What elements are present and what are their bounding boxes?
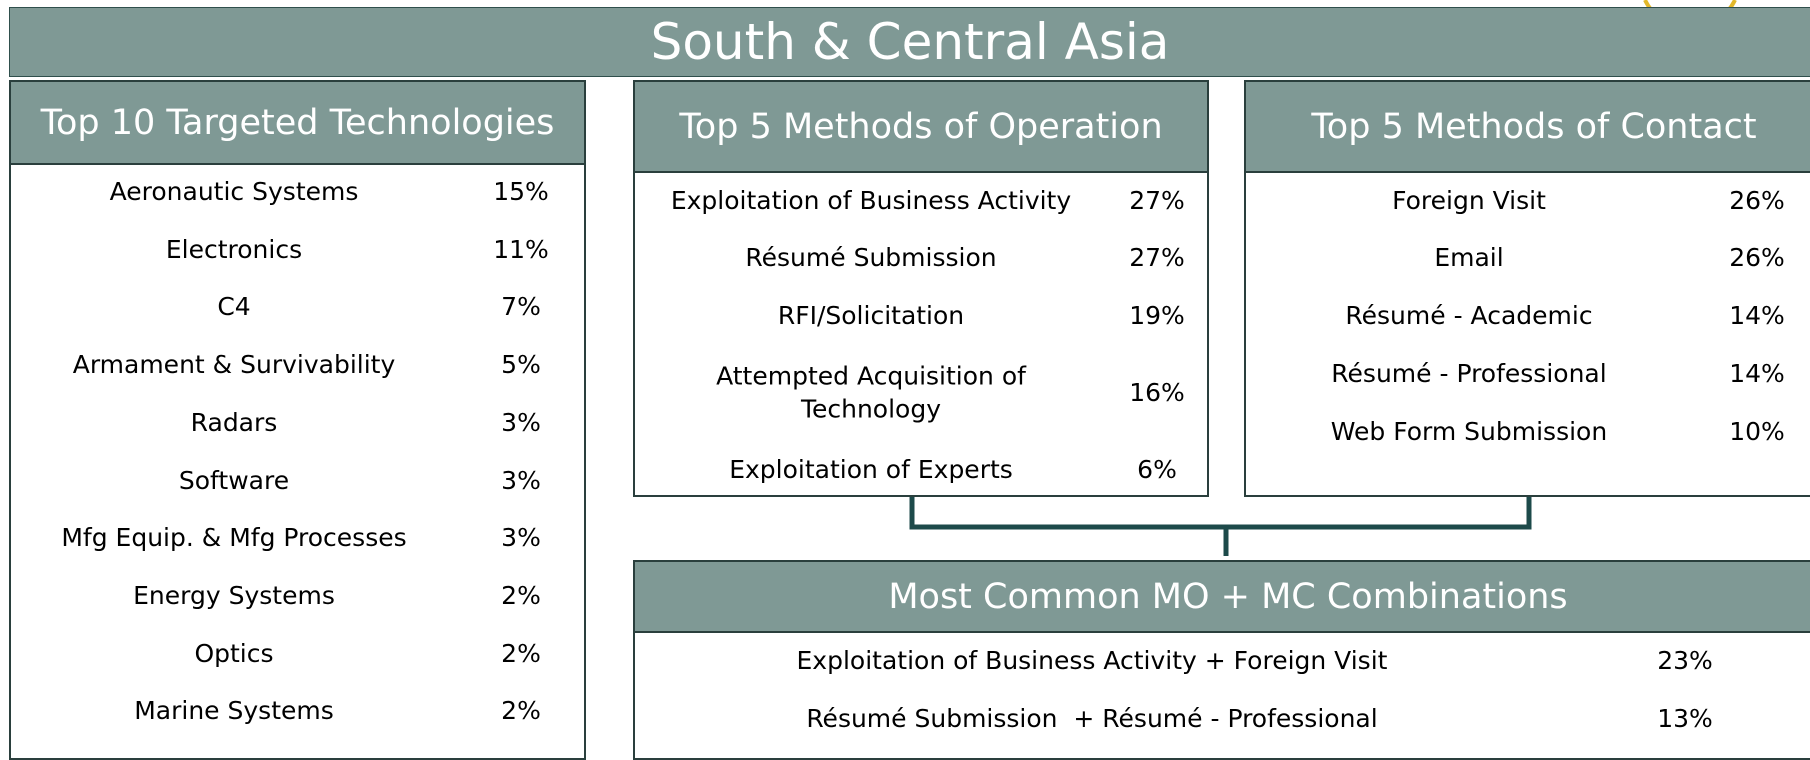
row-percent: 16%	[1129, 377, 1185, 407]
row-label: Web Form Submission	[1330, 416, 1608, 446]
row-percent: 14%	[1729, 300, 1785, 330]
row-percent: 2%	[501, 580, 541, 610]
row-percent: 11%	[493, 234, 549, 264]
page: South & Central Asia Top 10 Targeted Tec…	[9, 0, 1810, 760]
row-label: Software	[178, 465, 290, 495]
connector	[909, 496, 1532, 556]
row-label: Résumé - Professional	[1331, 358, 1607, 388]
row-label: Résumé Submission	[745, 242, 997, 272]
row-percent: 27%	[1129, 242, 1185, 272]
row-label: RFI/Solicitation	[777, 300, 965, 330]
row-label: C4	[217, 292, 251, 322]
row-percent: 2%	[501, 696, 541, 726]
row-label: Mfg Equip. & Mfg Processes	[61, 522, 407, 552]
panel-header: Top 5 Methods of Operation	[635, 82, 1207, 173]
row-percent: 27%	[1129, 185, 1185, 215]
row-percent: 3%	[501, 465, 541, 495]
row-percent: 23%	[1657, 645, 1713, 675]
row-percent: 19%	[1129, 300, 1185, 330]
panel: Top 5 Methods of Operation Exploitation o…	[633, 80, 1209, 497]
row-percent: 6%	[1137, 454, 1177, 484]
panel-header: Top 5 Methods of Contact	[1246, 82, 1810, 173]
row-label: Exploitation of Business Activity	[670, 185, 1072, 215]
row-percent: 3%	[501, 522, 541, 552]
row-label: Electronics	[165, 234, 303, 264]
row-label: Marine Systems	[134, 696, 334, 726]
row-label: Résumé - Academic	[1345, 300, 1593, 330]
panel: Top 10 Targeted Technologies Aeronautic S…	[9, 80, 586, 760]
row-label: Armament & Survivability	[72, 349, 396, 379]
row-percent: 26%	[1729, 185, 1785, 215]
panel-header: Most Common MO + MC Combinations	[635, 562, 1810, 633]
row-label: Exploitation of Experts	[729, 454, 1013, 484]
row-label: Attempted Acquisition of Technology	[716, 361, 1034, 424]
row-label: Foreign Visit	[1392, 185, 1546, 215]
panel: Top 5 Methods of Contact Foreign Visit 26%…	[1244, 80, 1810, 497]
row-percent: 14%	[1729, 358, 1785, 388]
row-label: Résumé Submission + Résumé - Professiona…	[806, 703, 1378, 733]
page-title: South & Central Asia	[9, 7, 1810, 77]
row-label: Email	[1434, 242, 1504, 272]
panel-header: Top 10 Targeted Technologies	[11, 82, 584, 165]
row-label: Energy Systems	[133, 580, 335, 610]
row-label: Radars	[190, 407, 278, 437]
row-label: Exploitation of Business Activity + Fore…	[796, 645, 1388, 675]
row-label: Aeronautic Systems	[109, 176, 359, 206]
row-percent: 2%	[501, 638, 541, 668]
row-percent: 13%	[1657, 703, 1713, 733]
row-percent: 15%	[493, 176, 549, 206]
row-percent: 26%	[1729, 242, 1785, 272]
panel: Most Common MO + MC Combinations Exploita…	[633, 560, 1810, 760]
row-percent: 3%	[501, 407, 541, 437]
row-percent: 7%	[501, 292, 541, 322]
row-label: Optics	[194, 638, 274, 668]
row-percent: 5%	[501, 349, 541, 379]
row-percent: 10%	[1729, 416, 1785, 446]
